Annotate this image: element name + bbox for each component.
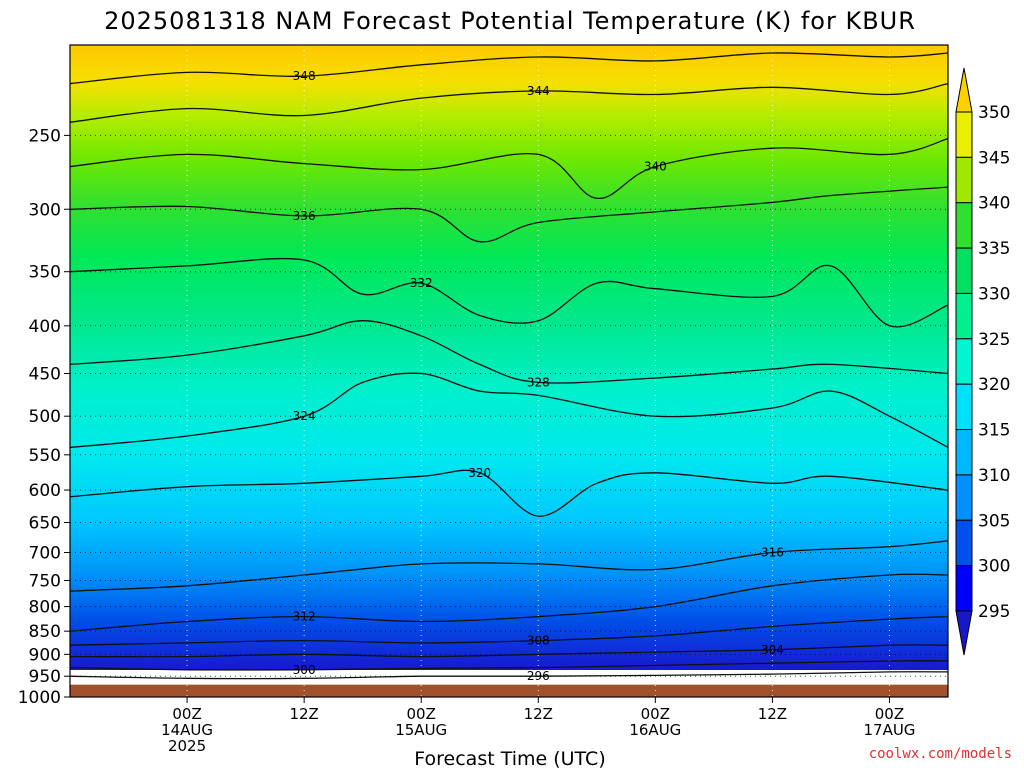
isentrope-line: [70, 469, 948, 517]
x-tick-label: 15AUG: [395, 721, 447, 739]
colorbar-label: 340: [978, 194, 1010, 214]
isentrope-label: 336: [293, 209, 316, 223]
x-tick-label: 14AUG: [161, 721, 213, 739]
isentrope-line: [70, 573, 948, 632]
colorbar-label: 330: [978, 284, 1010, 304]
colorbar-label: 325: [978, 330, 1010, 350]
pressure-axis: 250 300 350 400 450 500 550 600 650 700 750 800 850 9…: [18, 126, 70, 708]
y-tick-label: 750: [29, 571, 61, 591]
plot-area: 348 344 340 336 332 328 324 320 316 312 308 304 300 2…: [70, 45, 948, 697]
colorbar-label: 295: [978, 602, 1010, 622]
isentrope-label: 332: [410, 276, 433, 290]
y-tick-label: 900: [29, 645, 61, 665]
x-tick-label: 12Z: [289, 705, 318, 723]
isentrope-label: 328: [527, 375, 550, 389]
colorbar-swatch: [955, 429, 973, 476]
isentrope-lines: 348 344 340 336 332 328 324 320 316 312 308 304 300 2…: [70, 52, 948, 683]
x-tick-label: 00Z: [407, 705, 436, 723]
isentrope-line: [70, 615, 948, 646]
isentrope-line: [70, 137, 948, 199]
colorbar-swatch: [955, 156, 973, 204]
colorbar-label: 305: [978, 511, 1010, 531]
isentrope-label: 320: [468, 466, 491, 480]
colorbar-swatch: [955, 519, 973, 567]
isentrope-line: [70, 540, 948, 592]
isentrope-label: 308: [527, 634, 550, 648]
colorbar-swatch: [955, 111, 973, 158]
colorbar-label: 315: [978, 421, 1010, 441]
isentrope-line: [70, 372, 948, 449]
colorbar-label: 300: [978, 557, 1010, 577]
y-tick-label: 800: [29, 598, 61, 618]
plot-frame: [69, 44, 949, 698]
x-axis-label: Forecast Time (UTC): [414, 748, 605, 768]
colorbar-label: 310: [978, 466, 1010, 486]
colorbar-label: 350: [978, 103, 1010, 123]
isentrope-line: [70, 320, 948, 384]
colorbar-label: 320: [978, 375, 1010, 395]
y-tick-label: 300: [29, 200, 61, 220]
isentrope-line: [70, 671, 948, 680]
isentrope-line: [70, 186, 948, 243]
colorbar-swatch: [955, 247, 973, 294]
y-tick-label: 250: [29, 126, 61, 146]
y-tick-label: 1000: [18, 688, 61, 708]
chart-title: 2025081318 NAM Forecast Potential Temper…: [104, 7, 916, 35]
colorbar-swatch: [955, 338, 973, 385]
y-tick-label: 850: [29, 622, 61, 642]
grid-lines: [70, 45, 948, 697]
y-tick-label: 700: [29, 544, 61, 564]
isentrope-line: [70, 257, 948, 328]
isentrope-line: [70, 644, 948, 658]
y-tick-label: 950: [29, 667, 61, 687]
x-tick-label: 16AUG: [629, 721, 681, 739]
y-tick-label: 450: [29, 365, 61, 385]
colorbar-swatch: [955, 202, 973, 249]
colorbar-label: 335: [978, 239, 1010, 259]
isentrope-label: 348: [293, 69, 316, 83]
y-tick-label: 350: [29, 263, 61, 283]
isentrope-line: [70, 82, 948, 123]
x-tick-label: 00Z: [641, 705, 670, 723]
x-tick-label: 00Z: [875, 705, 904, 723]
isentrope-label: 300: [293, 663, 316, 677]
colorbar-label: 345: [978, 148, 1010, 168]
isentrope-line: [70, 660, 948, 671]
temperature-field: [70, 45, 948, 670]
isentrope-line: [70, 52, 948, 85]
colorbar-swatch: [955, 474, 973, 521]
credit-link[interactable]: coolwx.com/models: [869, 746, 1012, 762]
isentrope-label: 344: [527, 84, 550, 98]
colorbar-swatch: [955, 565, 973, 612]
isentrope-label: 316: [761, 546, 784, 560]
isentrope-label: 312: [293, 610, 316, 624]
isentrope-label: 296: [527, 669, 550, 683]
x-tick-label: 17AUG: [863, 721, 915, 739]
isentrope-label: 304: [761, 643, 784, 657]
y-tick-label: 500: [29, 407, 61, 427]
ground-surface: [70, 684, 948, 697]
x-tick-label: 12Z: [524, 705, 553, 723]
y-tick-label: 650: [29, 513, 61, 533]
x-tick-label: 2025: [168, 737, 206, 755]
colorbar-top-arrow: [955, 67, 973, 113]
colorbar: 295 300 305 310 315 320 325 330 335 340 345 350: [955, 67, 1010, 656]
x-tick-label: 12Z: [758, 705, 787, 723]
isentrope-label: 324: [293, 409, 316, 423]
colorbar-swatch: [955, 292, 973, 340]
y-tick-label: 600: [29, 481, 61, 501]
y-tick-label: 550: [29, 446, 61, 466]
colorbar-swatch: [955, 383, 973, 431]
x-tick-label: 00Z: [172, 705, 201, 723]
y-tick-label: 400: [29, 317, 61, 337]
colorbar-bottom-arrow: [955, 610, 973, 656]
isentrope-label: 340: [644, 160, 667, 174]
